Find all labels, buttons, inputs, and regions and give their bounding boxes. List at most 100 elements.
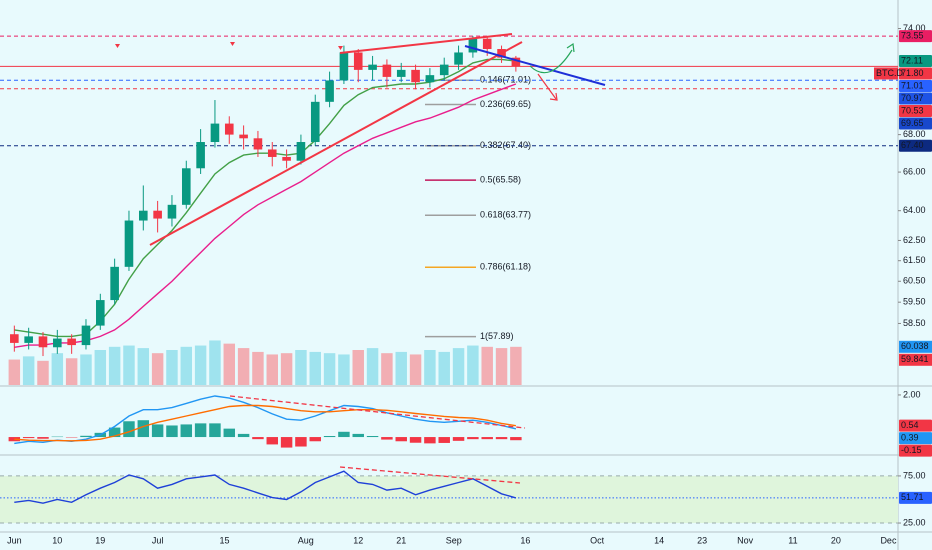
volume-tag-label: 59.841 [901,354,929,364]
plot: Jun 10 19 Jul 15 Aug 12 21 Sep 16 Oct 14 23 Nov 11 20 De… [0,23,932,545]
volume-bar [137,348,150,385]
price-tag-label: -0.15 [901,445,922,455]
histogram-bar [209,423,221,438]
histogram-bar [237,433,250,438]
x-tick-label: 21 [396,535,406,545]
histogram-bar [166,425,178,438]
trend-line [149,41,523,246]
y-tick-label: 74.00 [903,23,926,33]
y-tick-label: 62.50 [903,235,926,245]
y-tick-label: 61.50 [903,255,926,265]
series-line [14,404,517,442]
volume-bar [323,353,336,385]
price-tag [899,54,932,67]
volume-bar [194,345,207,385]
candle-body [339,52,349,81]
fib-label: 1(57.89) [480,331,514,341]
volume-bar [37,360,49,385]
price-tag-label: 51.71 [901,492,924,502]
candle-body [296,142,306,161]
histogram-bar [352,433,364,438]
fib-label: 0.618(63.77) [480,210,531,220]
histogram-bar [137,420,150,438]
price-tag-label: 0.39 [901,433,919,443]
histogram-bar [409,437,422,443]
candle-body [110,266,119,301]
candle-body [253,138,263,150]
volume-bar [366,348,379,385]
fib-label: 0.382(67.40) [480,140,531,150]
candle-body [153,210,162,219]
volume-bar [8,359,21,385]
y-tick-label: 2.00 [903,389,921,399]
candle-body [210,123,220,143]
y-tick-label: 59.50 [903,297,926,307]
volume-bar [80,354,92,385]
y-tick-label: 68.00 [903,129,926,139]
candle-body [167,204,177,219]
volume-bar [51,353,64,385]
y-tick-label: 66.00 [903,166,926,176]
divergence-line [339,466,521,484]
x-tick-label: Oct [590,535,605,545]
histogram-bar [495,437,508,440]
x-tick-label: Jun [7,535,22,545]
candle-body [81,325,91,346]
volume-bar [209,340,221,385]
candle-body [53,338,62,348]
candle-body [425,75,435,83]
histogram-bar [22,437,35,439]
price-tag-label: 0.54 [901,420,919,430]
candle-body [282,156,291,161]
candle-body [267,149,277,157]
volume-bar [409,354,422,385]
y-tick-label: 25.00 [903,517,926,527]
candle-body [196,142,205,169]
volume-bar [123,345,135,385]
price-tag [899,117,932,130]
volume-bar [395,351,407,385]
price-tag [899,419,932,432]
trend-line [464,45,606,86]
histogram-bar [252,437,264,440]
candle-body [368,64,377,70]
histogram-bar [467,437,479,440]
volume-bar [22,356,35,385]
price-tag [899,139,932,152]
volume-tag [899,340,932,353]
histogram-bar [323,436,336,438]
y-tick-label: 75.00 [903,470,926,480]
candle-body [24,336,33,343]
volume-tag-label: 60.038 [901,341,929,351]
histogram-bar [338,431,350,438]
candle-body [439,64,449,76]
x-tick-label: 19 [95,535,105,545]
volume-bar [467,345,479,385]
candle-body [511,57,521,67]
histogram-bar [424,437,436,444]
candle-body [396,69,406,77]
price-tag-label: 67.40 [901,140,924,150]
y-tick-label: 60.50 [903,276,926,286]
price-tag [899,92,932,105]
histogram-bar [180,424,193,438]
price-tag-label: 72.11 [901,55,923,65]
volume-bar [65,358,78,385]
volume-bar [338,354,350,385]
histogram-bar [223,428,236,438]
volume-bar [280,353,293,385]
price-tag [899,104,932,117]
candle-body [181,168,191,205]
candle-body [10,334,19,343]
fib-label: 0.236(69.65) [480,99,531,109]
histogram-bar [395,437,407,442]
volume-bar [166,350,178,385]
volume-bar [352,350,364,385]
y-tick-label: 64.00 [903,205,926,215]
candle-body [411,69,420,83]
price-tag-label: 71.80 [901,68,924,78]
price-tag-label: 71.01 [901,80,924,90]
symbol-tag [874,67,898,80]
candle-body [353,52,363,70]
